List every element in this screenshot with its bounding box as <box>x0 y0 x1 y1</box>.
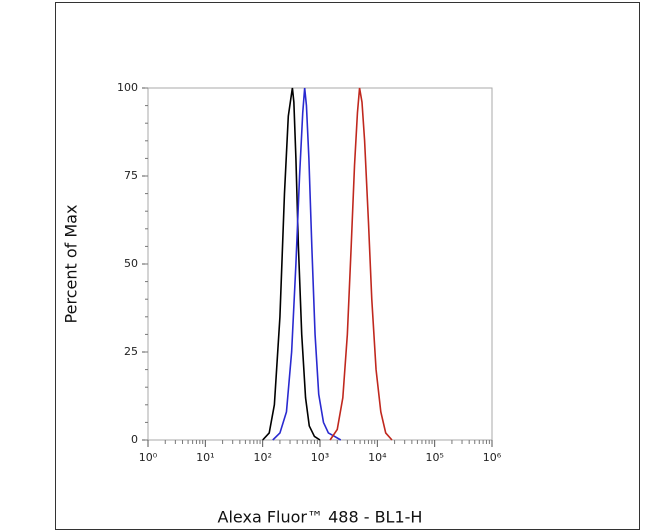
histogram-line <box>329 87 393 441</box>
x-axis-label: Alexa Fluor™ 488 - BL1-H <box>218 508 423 527</box>
frame <box>55 2 640 530</box>
y-tick-label: 25 <box>124 345 138 358</box>
histogram-line <box>262 87 321 441</box>
y-tick-label: 50 <box>124 257 138 270</box>
x-tick-label: 10⁶ <box>483 451 502 464</box>
x-tick-label: 10¹ <box>196 451 214 464</box>
plot-box <box>147 87 493 441</box>
x-tick-label: 10⁴ <box>368 451 387 464</box>
x-tick-label: 10⁵ <box>425 451 443 464</box>
y-tick-label: 75 <box>124 169 138 182</box>
x-tick-label: 10³ <box>311 451 329 464</box>
histogram-line <box>272 87 342 441</box>
x-tick-label: 10⁰ <box>139 451 158 464</box>
y-tick-label: 0 <box>131 433 138 446</box>
y-axis-label: Percent of Max <box>62 205 81 324</box>
x-tick-label: 10² <box>253 451 271 464</box>
y-tick-label: 100 <box>117 81 138 94</box>
